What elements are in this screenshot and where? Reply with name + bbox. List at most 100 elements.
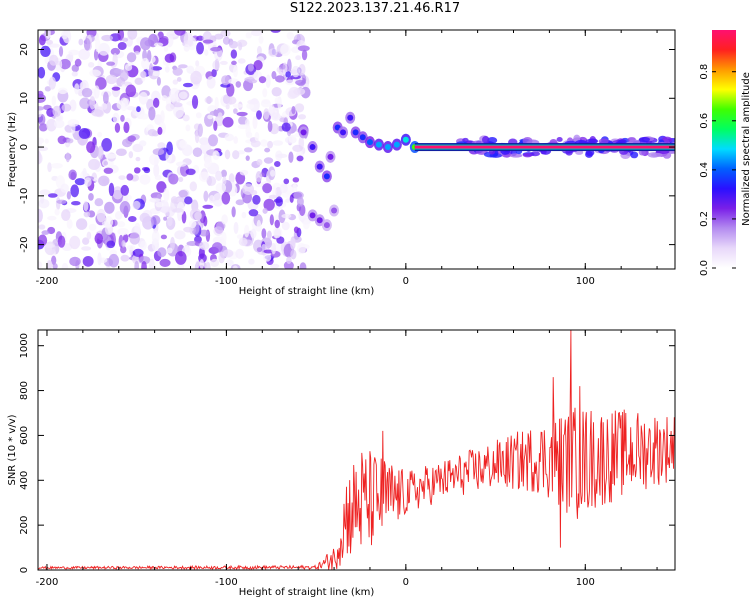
carrier-fuzz	[618, 139, 627, 144]
noise-blob	[108, 182, 115, 197]
noise-blob	[236, 111, 248, 117]
snr-ytick-label: 1000	[19, 333, 30, 358]
snr-xtick-label: 100	[576, 577, 595, 588]
noise-blob	[292, 177, 300, 183]
noise-blob	[94, 233, 103, 245]
noise-blob	[160, 110, 165, 124]
noise-blob	[295, 79, 306, 86]
noise-blob	[271, 71, 277, 80]
snr-ytick-label: 800	[19, 381, 30, 400]
noise-blob	[262, 87, 268, 98]
spectrogram-xlabel: Height of straight line (km)	[239, 286, 375, 297]
snr-frame	[37, 329, 676, 571]
chart-title: S122.2023.137.21.46.R17	[289, 1, 461, 16]
noise-blob	[101, 34, 113, 42]
noise-blob	[262, 208, 268, 214]
lower-branch-point-core	[309, 212, 316, 219]
noise-blob	[61, 209, 71, 221]
noise-blob	[246, 102, 255, 110]
noise-blob	[291, 106, 296, 115]
noise-blob	[153, 42, 164, 47]
noise-blob	[134, 51, 140, 56]
noise-blob	[274, 161, 281, 168]
noise-blob	[101, 103, 108, 110]
noise-blob	[71, 200, 81, 206]
noise-blob	[226, 96, 237, 105]
noise-blob	[97, 252, 102, 266]
noise-blob	[237, 58, 246, 64]
noise-blob	[176, 77, 182, 82]
noise-blob	[138, 91, 149, 105]
noise-blob	[174, 250, 187, 265]
signal-point-core	[384, 144, 391, 151]
noise-blob	[101, 138, 112, 152]
noise-blob	[279, 64, 286, 70]
noise-blob	[244, 224, 250, 238]
lower-branch-point-core	[323, 222, 330, 229]
noise-blob	[66, 138, 74, 144]
noise-blob	[269, 214, 274, 226]
noise-blob	[119, 69, 129, 82]
noise-blob	[106, 61, 116, 66]
noise-blob	[143, 167, 151, 174]
noise-blob	[161, 85, 171, 99]
noise-blob	[53, 119, 65, 129]
noise-blob	[48, 76, 57, 90]
noise-blob	[114, 122, 121, 133]
noise-blob	[81, 246, 92, 251]
noise-blob	[173, 104, 185, 119]
noise-blob	[51, 95, 57, 107]
noise-blob	[97, 42, 110, 56]
noise-blob	[38, 234, 48, 247]
noise-blob	[274, 219, 280, 229]
noise-blob	[44, 138, 49, 144]
noise-blob	[208, 134, 219, 147]
spectrogram-ylabel: Frequency (Hz)	[7, 112, 18, 188]
noise-blob	[96, 208, 106, 223]
noise-blob	[293, 191, 304, 200]
noise-blob	[286, 256, 292, 264]
carrier-fuzz	[598, 138, 609, 145]
noise-blob	[76, 218, 88, 230]
noise-blob	[155, 201, 164, 208]
noise-blob	[49, 43, 60, 48]
noise-blob	[221, 191, 231, 205]
noise-blob	[97, 145, 104, 160]
signal-point-core	[323, 173, 330, 180]
spectrogram-ytick-label: -20	[19, 236, 30, 252]
noise-blob	[126, 106, 136, 111]
colorbar-tick-label: 0.4	[699, 162, 710, 178]
noise-blob	[134, 77, 144, 85]
noise-blob	[299, 262, 307, 269]
noise-blob	[153, 163, 160, 178]
noise-blob	[47, 215, 57, 221]
noise-blob	[175, 161, 187, 167]
noise-blob	[111, 86, 121, 91]
noise-blob	[129, 232, 140, 245]
noise-blob	[178, 190, 188, 198]
noise-blob	[103, 167, 114, 174]
noise-blob	[47, 193, 58, 198]
noise-blob	[245, 131, 253, 139]
noise-blob	[78, 38, 84, 46]
noise-blob	[44, 241, 56, 256]
noise-blob	[150, 215, 161, 225]
noise-blob	[298, 63, 306, 76]
spectrogram-xtick-label: 100	[576, 276, 595, 287]
noise-blob	[46, 39, 54, 45]
noise-blob	[260, 100, 271, 108]
noise-blob	[213, 120, 218, 131]
noise-blob	[38, 106, 45, 111]
noise-blob	[54, 208, 60, 216]
snr-ytick-label: 0	[19, 567, 30, 573]
noise-blob	[141, 57, 150, 70]
noise-blob	[51, 162, 63, 169]
noise-blob	[199, 229, 209, 237]
carrier-fuzz	[638, 136, 650, 143]
noise-blob	[89, 96, 96, 110]
noise-blob	[237, 150, 245, 155]
carrier-fuzz	[585, 138, 599, 144]
noise-blob	[297, 45, 310, 52]
